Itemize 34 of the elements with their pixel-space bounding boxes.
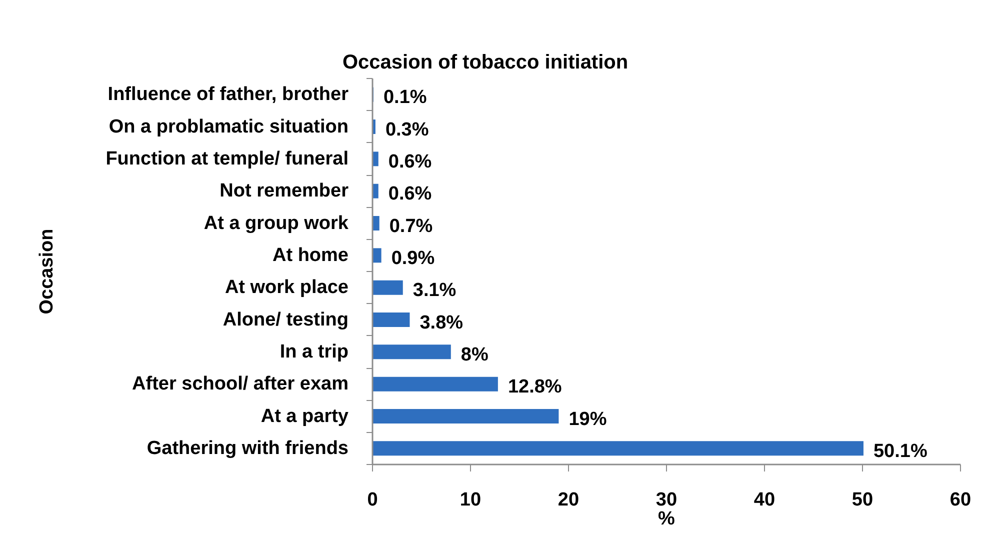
y-tick-label: After school/ after exam xyxy=(132,374,349,395)
y-tick-label: At work place xyxy=(224,277,349,298)
x-tick-label: 60 xyxy=(950,490,972,510)
x-tick-label: 20 xyxy=(558,490,580,510)
data-label: 0.1% xyxy=(383,87,427,108)
data-label: 8% xyxy=(460,344,488,366)
data-label: 0.7% xyxy=(389,216,433,237)
chart-title: Occasion of tobacco initiation xyxy=(342,52,628,74)
y-tick-label: At a party xyxy=(260,406,349,427)
data-label: 0.3% xyxy=(385,119,429,140)
data-label: 0.6% xyxy=(388,151,432,172)
x-tick-label: 10 xyxy=(460,490,482,510)
y-tick-label: At a group work xyxy=(204,212,349,234)
data-label: 19% xyxy=(568,408,607,430)
data-label: 0.9% xyxy=(391,248,435,269)
data-label: 12.8% xyxy=(508,376,562,398)
data-label: 0.6% xyxy=(388,184,432,205)
y-tick-label: On a problamatic situation xyxy=(108,116,349,138)
y-tick-label: Alone/ testing xyxy=(222,309,349,330)
x-tick-label: 50 xyxy=(852,490,874,510)
y-tick-label: In a trip xyxy=(280,341,349,362)
x-tick-label: 30 xyxy=(656,490,678,510)
x-tick-label: 0 xyxy=(367,490,378,510)
data-label: 3.8% xyxy=(420,312,464,334)
y-tick-label: Gathering with friends xyxy=(146,438,348,459)
data-label: 3.1% xyxy=(412,280,456,302)
y-tick-label: Influence of father, brother xyxy=(108,84,350,106)
x-axis-title: % xyxy=(658,508,676,530)
y-tick-label: Function at temple/ funeral xyxy=(106,148,349,170)
y-axis-title: Occasion xyxy=(36,228,58,314)
data-label: 50.1% xyxy=(873,440,928,462)
y-tick-label: At home xyxy=(272,244,348,266)
y-tick-label: Not remember xyxy=(220,180,350,202)
x-tick-label: 40 xyxy=(754,490,776,510)
